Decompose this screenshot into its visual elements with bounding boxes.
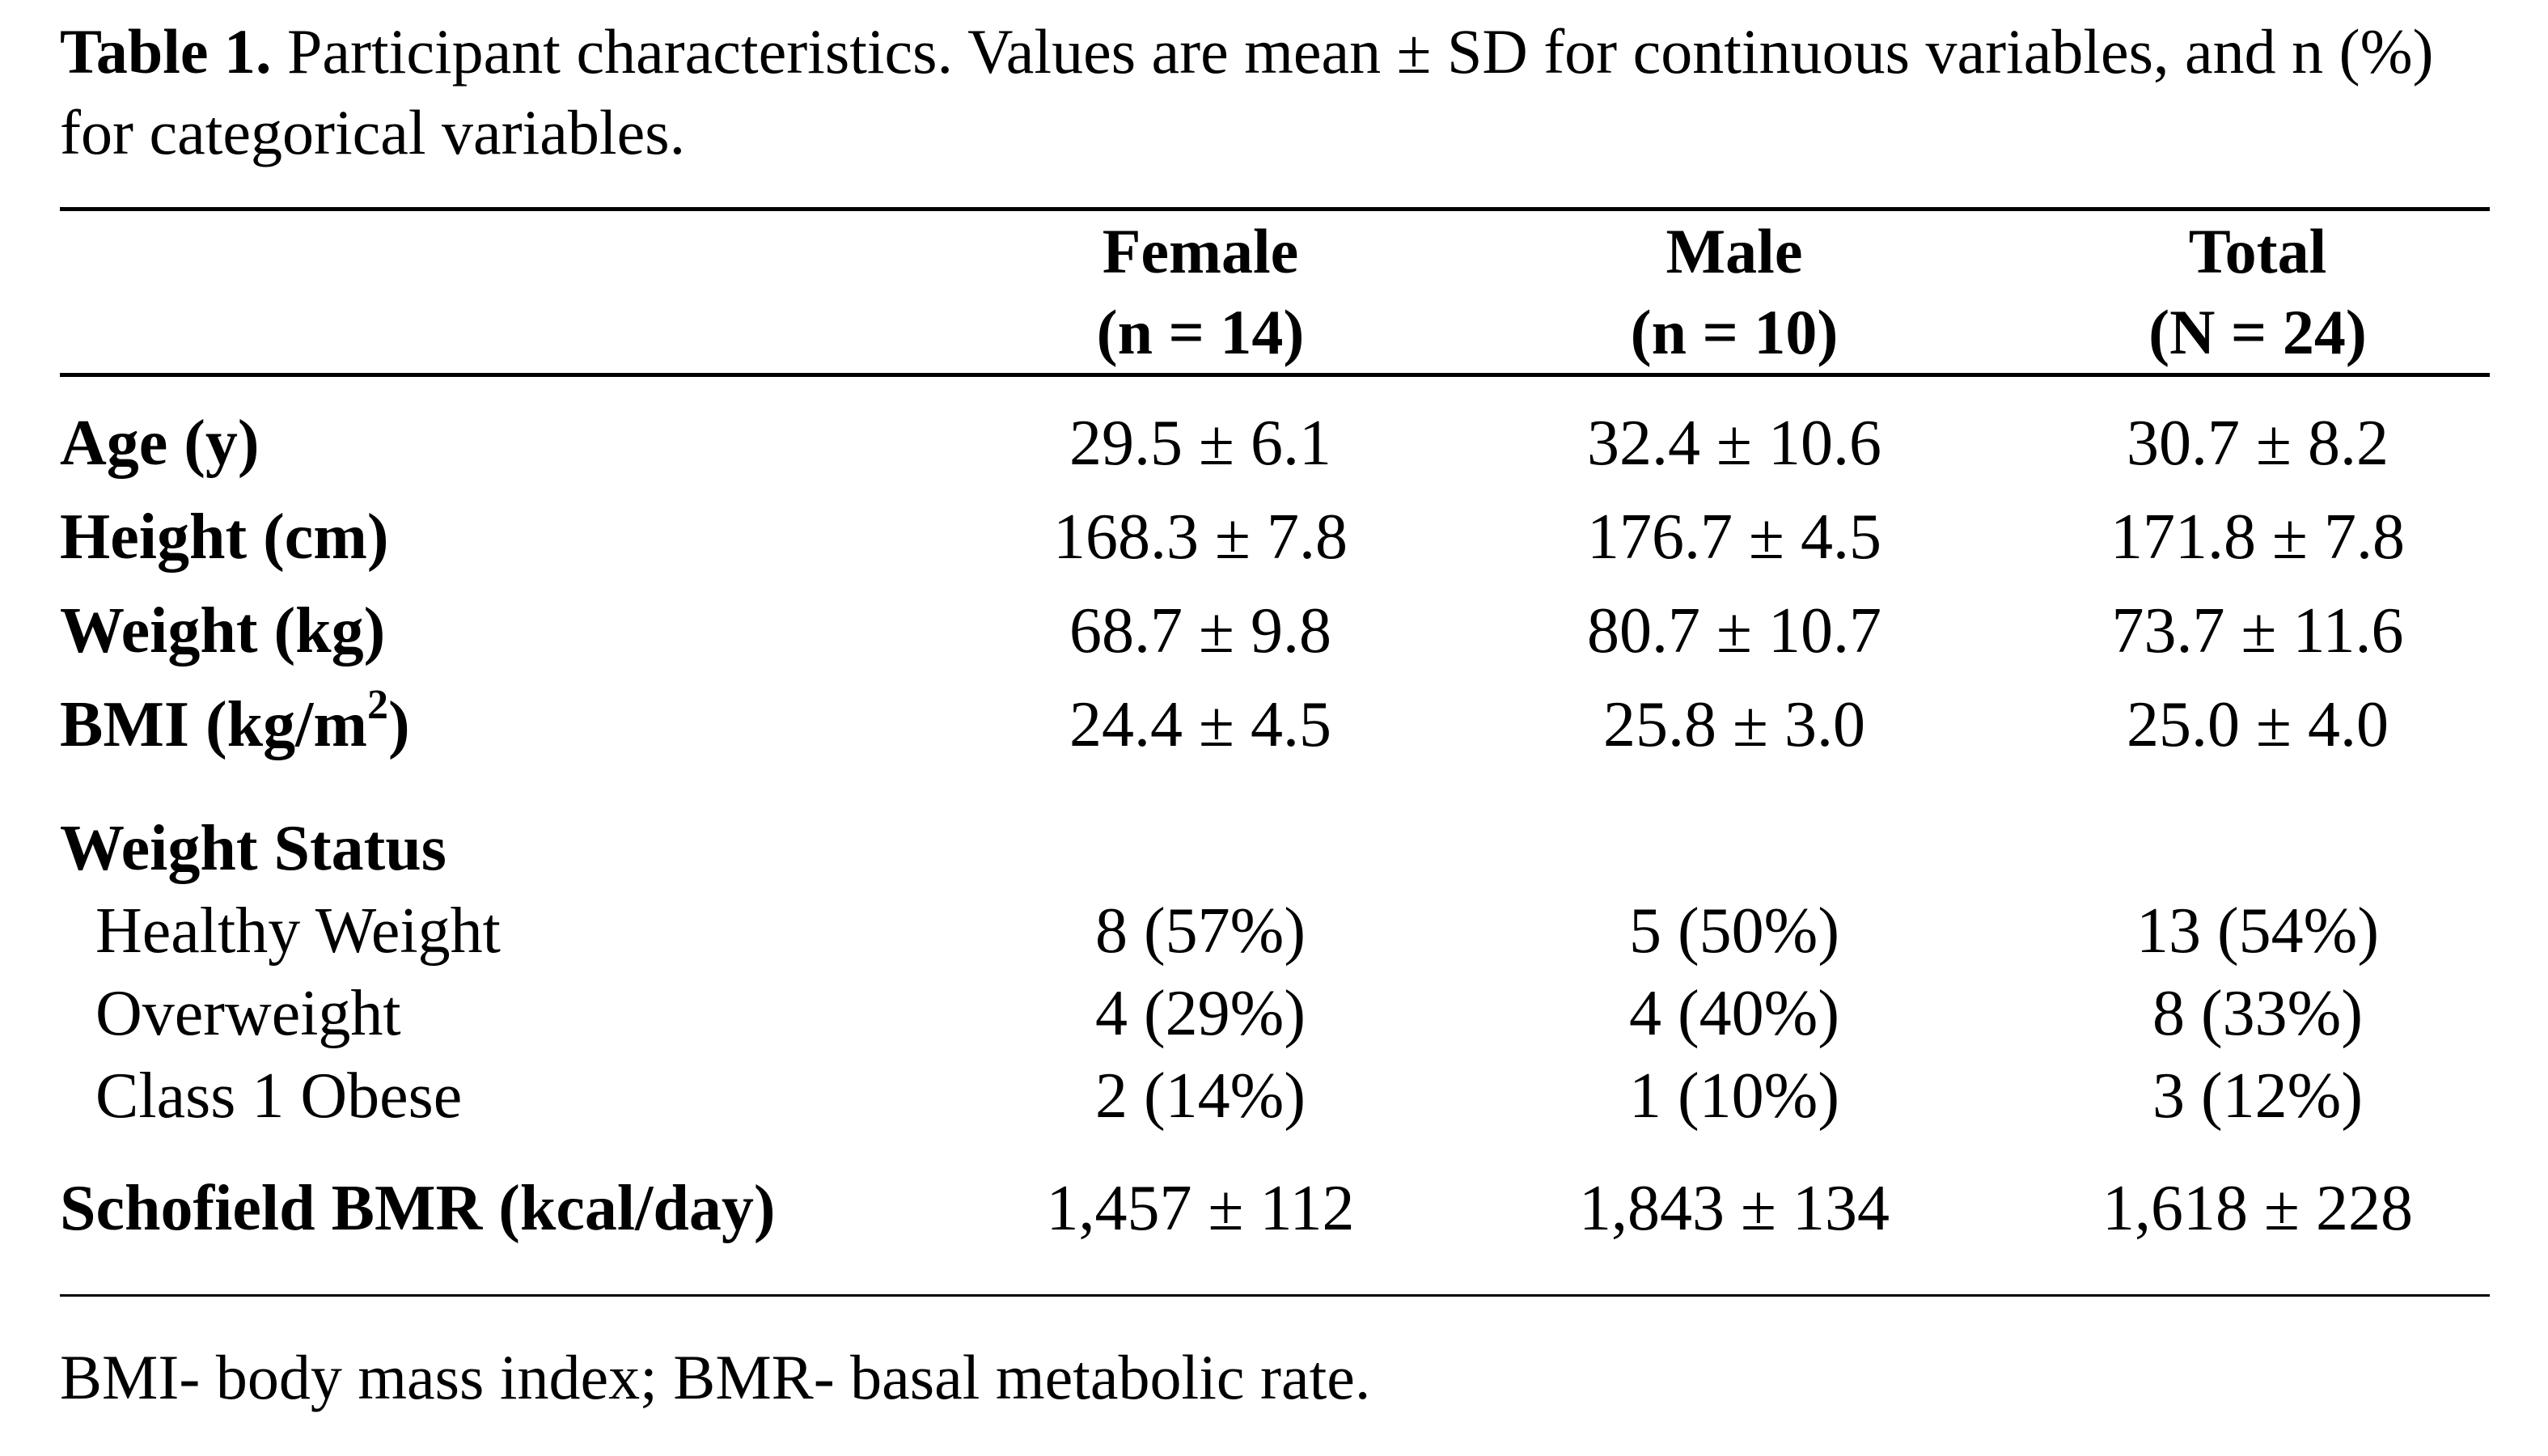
cell-female: 4 (29%) xyxy=(1095,978,1306,1049)
table-number: Table 1. xyxy=(60,16,272,87)
bmi-label-superscript: 2 xyxy=(367,682,388,729)
cell-male: 5 (50%) xyxy=(1629,895,1839,967)
cell-total: 171.8 ± 7.8 xyxy=(2110,502,2405,573)
header-male-n: (n = 10) xyxy=(1630,297,1839,367)
cell-female: 24.4 ± 4.5 xyxy=(1069,689,1331,760)
cell-female: 29.5 ± 6.1 xyxy=(1069,408,1331,479)
row-label: Healthy Weight xyxy=(95,895,501,967)
cell-total: 73.7 ± 11.6 xyxy=(2111,595,2404,667)
header-total: Total (N = 24) xyxy=(2025,211,2490,373)
cell-total: 13 (54%) xyxy=(2136,895,2379,967)
table-row-height: Height (cm) 168.3 ± 7.8 176.7 ± 4.5 171.… xyxy=(60,490,2490,584)
header-rule xyxy=(60,373,2490,377)
header-female-n: (n = 14) xyxy=(1096,297,1305,367)
table-row-age: Age (y) 29.5 ± 6.1 32.4 ± 10.6 30.7 ± 8.… xyxy=(60,396,2490,490)
caption-text: Participant characteristics. Values are … xyxy=(60,16,2434,167)
header-total-n: (N = 24) xyxy=(2148,297,2367,367)
row-label: Class 1 Obese xyxy=(95,1060,463,1132)
cell-female: 1,457 ± 112 xyxy=(1046,1173,1355,1244)
header-female-name: Female xyxy=(1102,216,1299,286)
table-row-class-1-obese: Class 1 Obese 2 (14%) 1 (10%) 3 (12%) xyxy=(60,1055,2490,1137)
cell-male: 25.8 ± 3.0 xyxy=(1603,689,1865,760)
table-row-overweight: Overweight 4 (29%) 4 (40%) 8 (33%) xyxy=(60,972,2490,1055)
cell-total: 1,618 ± 228 xyxy=(2102,1173,2413,1244)
cell-female: 8 (57%) xyxy=(1095,895,1306,967)
table-row-weight: Weight (kg) 68.7 ± 9.8 80.7 ± 10.7 73.7 … xyxy=(60,584,2490,678)
cell-male: 176.7 ± 4.5 xyxy=(1587,502,1881,573)
row-label: Height (cm) xyxy=(60,502,389,573)
row-label: Weight (kg) xyxy=(60,595,386,667)
cell-male: 32.4 ± 10.6 xyxy=(1587,408,1881,479)
column-header-row: Female (n = 14) Male (n = 10) Total (N =… xyxy=(60,211,2490,373)
cell-male: 80.7 ± 10.7 xyxy=(1587,595,1881,667)
row-label: Overweight xyxy=(95,978,401,1049)
cell-male: 1 (10%) xyxy=(1629,1060,1839,1132)
table-row-schofield-bmr: Schofield BMR (kcal/day) 1,457 ± 112 1,8… xyxy=(60,1162,2490,1255)
row-label: Schofield BMR (kcal/day) xyxy=(60,1173,776,1244)
cell-male: 1,843 ± 134 xyxy=(1579,1173,1890,1244)
header-blank-cell xyxy=(60,211,958,373)
bmi-label-main: BMI (kg/m xyxy=(60,689,367,760)
bottom-rule xyxy=(60,1294,2490,1297)
cell-male: 4 (40%) xyxy=(1629,978,1839,1049)
header-female: Female (n = 14) xyxy=(958,211,1443,373)
cell-female: 168.3 ± 7.8 xyxy=(1053,502,1348,573)
table-caption: Table 1. Participant characteristics. Va… xyxy=(60,11,2490,173)
row-label: Weight Status xyxy=(60,813,447,884)
row-label: BMI (kg/m2) xyxy=(60,678,958,772)
table-row-healthy-weight: Healthy Weight 8 (57%) 5 (50%) 13 (54%) xyxy=(60,890,2490,972)
header-total-name: Total xyxy=(2188,216,2327,286)
table-document: Table 1. Participant characteristics. Va… xyxy=(60,11,2490,1418)
cell-total: 3 (12%) xyxy=(2152,1060,2363,1132)
top-rule xyxy=(60,207,2490,211)
table-row-bmi: BMI (kg/m2) 24.4 ± 4.5 25.8 ± 3.0 25.0 ±… xyxy=(60,678,2490,772)
cell-total: 30.7 ± 8.2 xyxy=(2127,408,2389,479)
bmi-label-end: ) xyxy=(388,689,410,760)
section-heading-weight-status: Weight Status xyxy=(60,807,2490,890)
header-male-name: Male xyxy=(1666,216,1803,286)
cell-female: 2 (14%) xyxy=(1095,1060,1306,1132)
row-label: Age (y) xyxy=(60,408,260,479)
cell-female: 68.7 ± 9.8 xyxy=(1069,595,1331,667)
cell-total: 8 (33%) xyxy=(2152,978,2363,1049)
header-male: Male (n = 10) xyxy=(1443,211,2025,373)
table-footnote: BMI- body mass index; BMR- basal metabol… xyxy=(60,1342,1371,1412)
cell-total: 25.0 ± 4.0 xyxy=(2127,689,2389,760)
